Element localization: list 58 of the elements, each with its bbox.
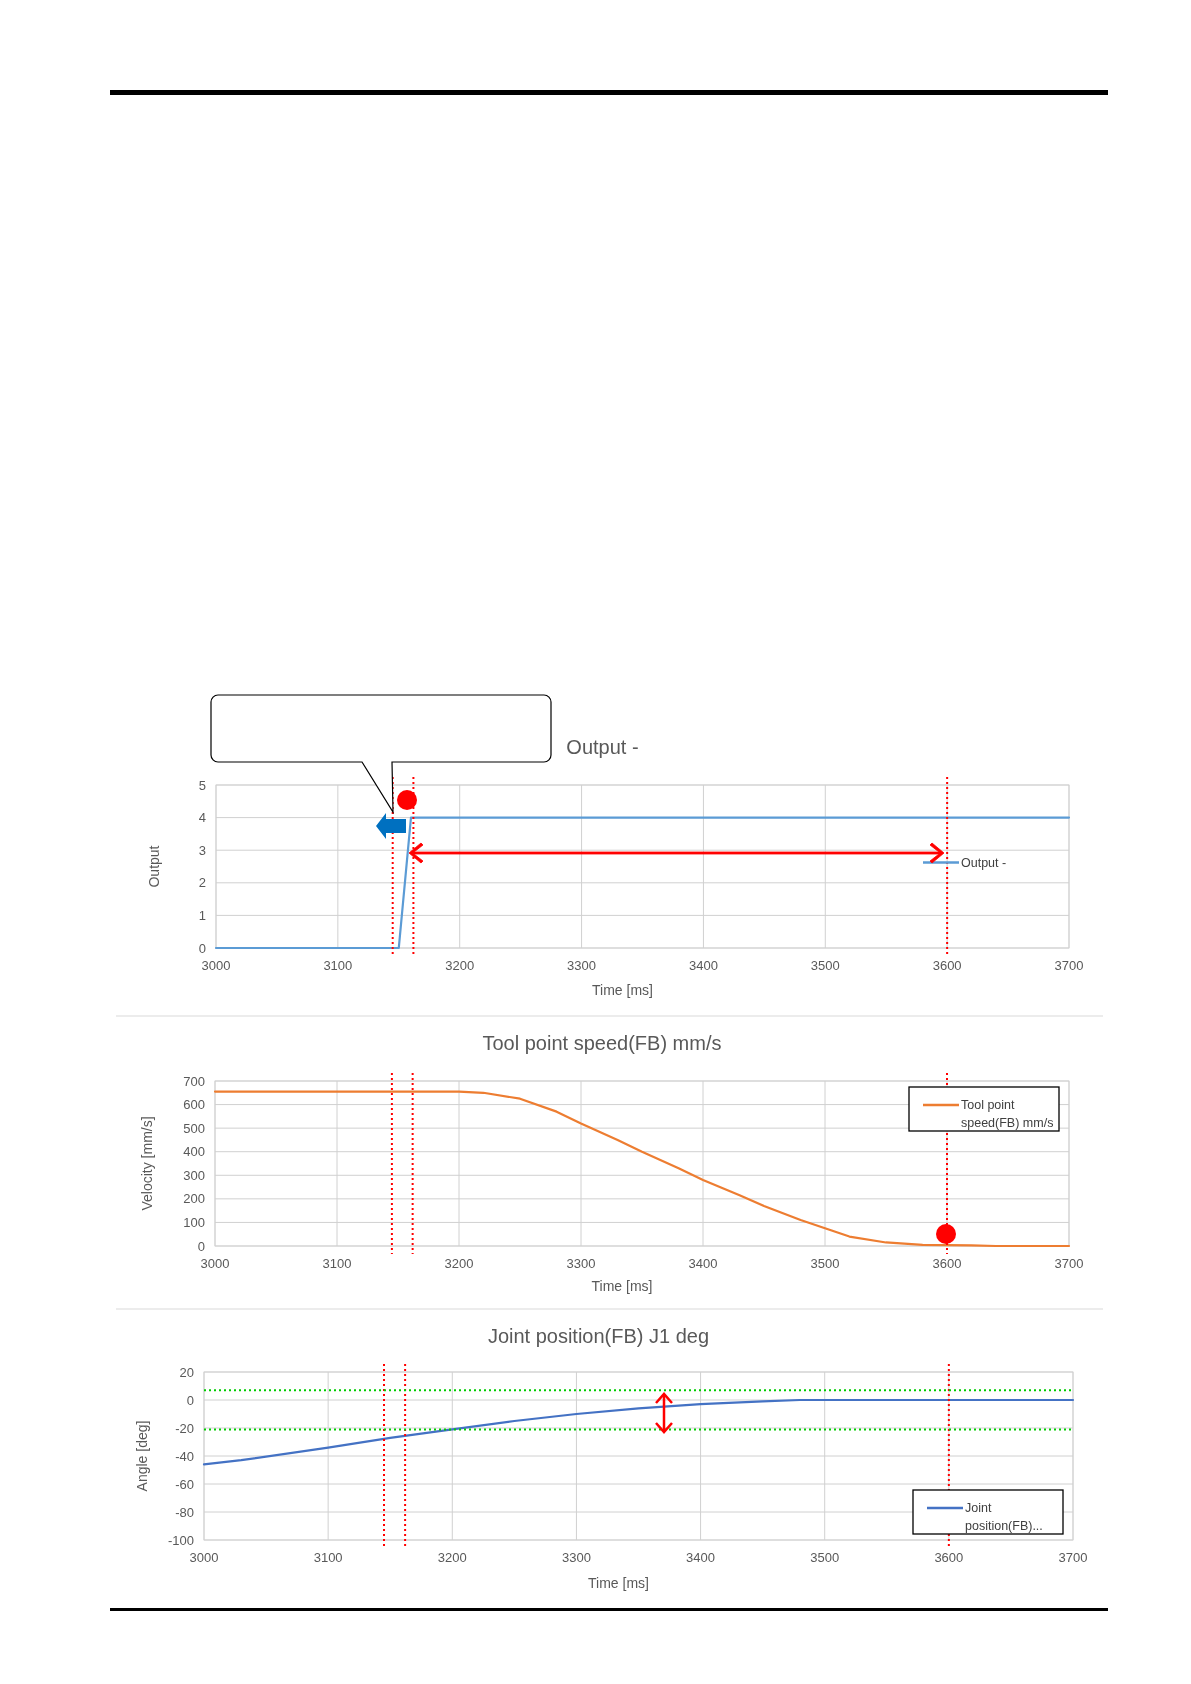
x-tick-label: 3500 xyxy=(810,958,840,973)
x-tick-label: 3300 xyxy=(567,958,597,973)
x-tick-label: 3700 xyxy=(1058,1550,1088,1565)
x-tick-label: 3400 xyxy=(688,1256,718,1271)
y-tick-label: 2 xyxy=(198,875,206,891)
y-tick-label: 0 xyxy=(186,1392,194,1408)
y-tick-label: 700 xyxy=(183,1073,205,1089)
y-tick-label: 0 xyxy=(197,1238,205,1254)
x-tick-label: 3300 xyxy=(566,1256,596,1271)
line-series xyxy=(202,1398,1075,1466)
y-tick-label: 1 xyxy=(198,907,206,923)
x-tick-label: 3200 xyxy=(437,1550,467,1565)
y-tick-label: -60 xyxy=(175,1476,194,1492)
x-tick-label: 3700 xyxy=(1054,958,1084,973)
x-tick-label: 3500 xyxy=(810,1256,840,1271)
y-tick-label: 20 xyxy=(179,1364,194,1380)
y-tick-label: -20 xyxy=(175,1420,194,1436)
y-tick-label: 500 xyxy=(183,1120,205,1136)
x-tick-label: 3300 xyxy=(561,1550,591,1565)
y-tick-label: 300 xyxy=(183,1167,205,1183)
y-tick-label: 400 xyxy=(183,1144,205,1160)
legend-label: Tool point speed(FB) mm/s xyxy=(961,1098,1054,1130)
x-axis-title: Time [ms] xyxy=(591,1278,653,1294)
x-tick-label: 3200 xyxy=(445,958,475,973)
y-tick-label: 5 xyxy=(198,777,206,793)
x-tick-label: 3400 xyxy=(686,1550,716,1565)
y-tick-label: 100 xyxy=(183,1214,205,1230)
chart-title: Output - xyxy=(566,736,639,758)
x-tick-label: 3200 xyxy=(444,1256,474,1271)
y-tick-label: 200 xyxy=(183,1191,205,1207)
x-tick-label: 3100 xyxy=(323,958,353,973)
x-tick-label: 3000 xyxy=(189,1550,219,1565)
y-axis-title: Output xyxy=(146,845,162,888)
legend-label: Joint position(FB)... xyxy=(965,1501,1043,1533)
x-tick-label: 3600 xyxy=(932,958,962,973)
x-tick-label: 3100 xyxy=(313,1550,343,1565)
y-axis-title: Velocity [mm/s] xyxy=(139,1116,155,1211)
y-tick-label: -40 xyxy=(175,1448,194,1464)
x-tick-label: 3400 xyxy=(688,958,718,973)
y-tick-label: 3 xyxy=(198,842,206,858)
x-tick-label: 3000 xyxy=(200,1256,230,1271)
x-axis-title: Time [ms] xyxy=(592,982,653,998)
y-tick-label: 0 xyxy=(198,940,206,956)
y-tick-label: 4 xyxy=(198,810,206,826)
x-tick-label: 3600 xyxy=(934,1550,964,1565)
x-tick-label: 3700 xyxy=(1054,1256,1084,1271)
legend-label: Output - xyxy=(961,855,1007,870)
y-tick-label: -100 xyxy=(167,1532,194,1548)
y-axis-title: Angle [deg] xyxy=(134,1420,150,1492)
chart-title: Joint position(FB) J1 deg xyxy=(487,1325,710,1347)
y-tick-label: 600 xyxy=(183,1097,205,1113)
chart-title: Tool point speed(FB) mm/s xyxy=(482,1032,722,1054)
x-tick-label: 3500 xyxy=(810,1550,840,1565)
y-tick-label: -80 xyxy=(175,1504,194,1520)
x-tick-label: 3000 xyxy=(201,958,231,973)
x-tick-label: 3600 xyxy=(932,1256,962,1271)
x-axis-title: Time [ms] xyxy=(588,1575,649,1591)
x-tick-label: 3100 xyxy=(322,1256,352,1271)
